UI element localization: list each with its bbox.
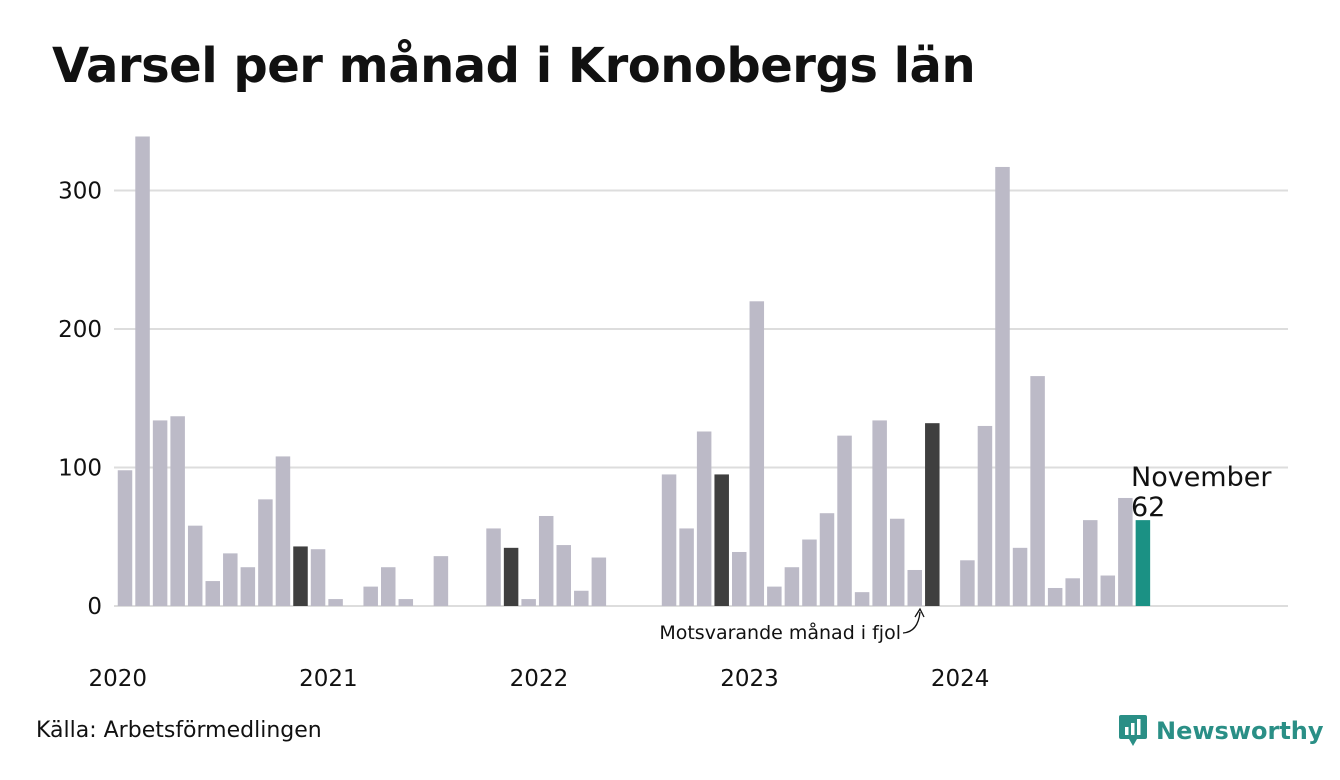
bar-2023-07	[854, 592, 870, 606]
bar-2024-01	[960, 560, 975, 606]
bar-2022-01	[538, 515, 554, 606]
bar-2023-01	[749, 301, 765, 606]
bar-2024-05	[1030, 376, 1045, 606]
y-axis-ticks: 0 100 200 300	[58, 179, 102, 621]
bar-2024-11	[1135, 520, 1151, 606]
bar-2024-04	[1012, 547, 1028, 606]
bar-2022-04	[591, 557, 607, 606]
bar-2020-02	[135, 136, 150, 607]
bar-2022-12	[732, 551, 747, 606]
bar-2021-04	[381, 567, 396, 606]
bar-2020-11	[293, 546, 308, 606]
bar-2024-06	[1047, 587, 1063, 606]
bar-2024-10	[1118, 497, 1133, 606]
bar-2022-10	[696, 431, 712, 606]
bar-2020-07	[223, 553, 238, 606]
bar-2021-12	[521, 599, 536, 606]
bar-2023-10	[907, 569, 922, 606]
bar-2020-10	[275, 456, 291, 606]
bar-2022-02	[556, 545, 571, 606]
bar-2020-04	[170, 416, 185, 606]
x-tick-label: 2022	[510, 666, 569, 692]
bar-2023-02	[767, 586, 782, 606]
current-month-label: November	[1131, 462, 1272, 493]
current-month-value: 62	[1131, 492, 1165, 523]
bar-2021-07	[433, 556, 449, 606]
bar-2021-01	[328, 599, 343, 606]
x-tick-label: 2024	[931, 666, 990, 692]
bar-chart: 0 100 200 300 2020 2021 2022 2023 2024 Motsvara…	[58, 136, 1288, 692]
x-tick-label: 2021	[299, 666, 358, 692]
bar-2020-03	[152, 420, 168, 606]
bar-2024-08	[1083, 520, 1098, 606]
newsworthy-logo: Newsworthy	[1118, 713, 1324, 749]
bar-2024-07	[1065, 578, 1080, 606]
bar-2024-09	[1100, 575, 1116, 606]
y-tick-label: 300	[58, 179, 102, 205]
annotation-group: Motsvarande månad i fjol	[659, 607, 925, 644]
x-tick-label: 2023	[720, 666, 779, 692]
y-tick-label: 100	[58, 456, 102, 482]
newsworthy-logo-icon	[1119, 715, 1147, 746]
bar-2020-09	[258, 499, 273, 606]
chart-title: Varsel per månad i Kronobergs län	[52, 38, 976, 94]
bar-2023-09	[889, 518, 905, 606]
bar-2024-03	[995, 166, 1010, 606]
newsworthy-logo-text: Newsworthy	[1156, 717, 1324, 745]
bar-2022-09	[679, 528, 694, 606]
current-month-callout: November 62	[1131, 462, 1272, 523]
y-tick-label: 0	[87, 594, 102, 620]
bar-2020-06	[205, 581, 220, 606]
bar-2024-02	[977, 425, 993, 606]
bar-2022-03	[574, 590, 589, 606]
bar-2021-03	[363, 586, 378, 606]
annotation-label: Motsvarande månad i fjol	[659, 621, 901, 644]
annotation-arrow	[902, 611, 921, 634]
bars	[117, 136, 1151, 607]
bar-2023-05	[819, 513, 835, 606]
bar-2020-12	[310, 549, 326, 606]
annotation-arrowhead	[914, 607, 925, 618]
bar-2021-05	[398, 599, 414, 606]
y-tick-label: 200	[58, 317, 102, 343]
x-tick-label: 2020	[88, 666, 147, 692]
source-note: Källa: Arbetsförmedlingen	[36, 718, 322, 743]
bar-2021-11	[503, 547, 519, 606]
bar-2020-05	[187, 525, 203, 606]
x-axis-ticks: 2020 2021 2022 2023 2024	[88, 666, 989, 692]
bar-2023-03	[784, 567, 800, 606]
bar-2023-08	[872, 420, 887, 606]
bar-2023-06	[837, 435, 852, 606]
bar-2022-11	[714, 474, 729, 606]
bar-2023-04	[802, 539, 817, 606]
bar-2021-10	[486, 528, 501, 606]
bar-2020-01	[117, 470, 133, 606]
bar-2020-08	[240, 567, 256, 606]
bar-2023-11	[925, 423, 940, 606]
bar-2022-08	[661, 474, 677, 606]
